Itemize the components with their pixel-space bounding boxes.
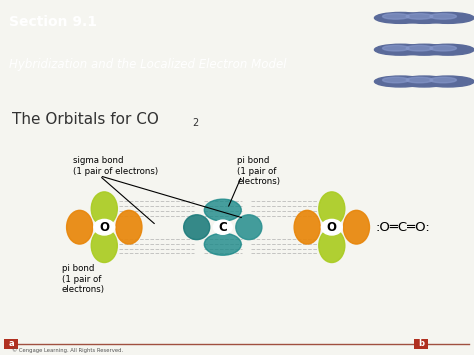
Text: Section 9.1: Section 9.1 [9,15,98,29]
Ellipse shape [67,210,93,244]
Circle shape [406,77,433,83]
Text: a: a [9,339,14,348]
Circle shape [94,219,115,235]
Ellipse shape [236,215,262,240]
Text: © Cengage Learning. All Rights Reserved.: © Cengage Learning. All Rights Reserved. [12,348,123,353]
Ellipse shape [184,215,210,240]
Text: Hybridization and the Localized Electron Model: Hybridization and the Localized Electron… [9,58,287,71]
Ellipse shape [319,229,345,263]
Circle shape [422,76,474,87]
Circle shape [430,13,456,19]
Ellipse shape [204,199,241,221]
Circle shape [398,76,450,87]
Circle shape [383,77,409,83]
Circle shape [406,13,433,19]
Text: O: O [327,221,337,234]
Text: b: b [419,339,424,348]
Text: pi bond
(1 pair of
electrons): pi bond (1 pair of electrons) [62,264,105,294]
Ellipse shape [204,233,241,255]
Circle shape [398,44,450,55]
Circle shape [321,219,342,235]
Text: sigma bond
(1 pair of electrons): sigma bond (1 pair of electrons) [73,156,159,176]
Ellipse shape [343,210,370,244]
Circle shape [406,45,433,51]
Circle shape [374,12,427,23]
Text: C: C [219,221,227,234]
Circle shape [430,45,456,51]
Circle shape [383,45,409,51]
Ellipse shape [319,192,345,226]
Text: pi bond
(1 pair of
electrons): pi bond (1 pair of electrons) [237,156,280,186]
Circle shape [213,220,232,234]
Text: :O═C═O:: :O═C═O: [375,221,430,234]
FancyBboxPatch shape [414,339,428,349]
Circle shape [398,12,450,23]
FancyBboxPatch shape [4,339,18,349]
Circle shape [422,12,474,23]
Circle shape [374,76,427,87]
Ellipse shape [91,229,118,263]
Circle shape [422,44,474,55]
Circle shape [430,77,456,83]
Circle shape [383,13,409,19]
Text: The Orbitals for CO: The Orbitals for CO [12,112,159,127]
Ellipse shape [116,210,142,244]
Ellipse shape [294,210,320,244]
Text: O: O [99,221,109,234]
Circle shape [374,44,427,55]
Text: 2: 2 [192,118,198,128]
Ellipse shape [91,192,118,226]
